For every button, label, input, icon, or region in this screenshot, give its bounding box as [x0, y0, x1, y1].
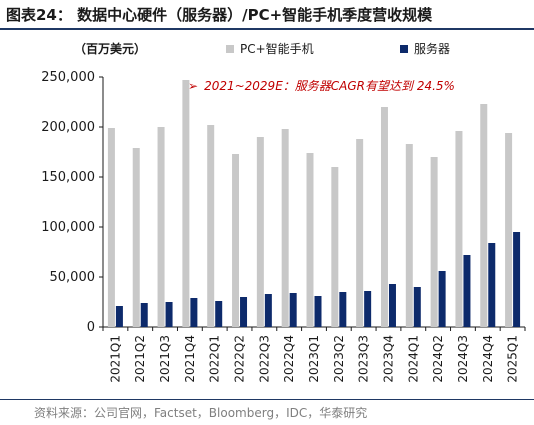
arrow-icon: ➢	[188, 79, 199, 93]
bar-pc	[107, 128, 115, 327]
title-underline	[0, 28, 534, 30]
x-category-label: 2024Q3	[456, 335, 470, 383]
bar-pc	[380, 107, 388, 327]
x-category-label: 2024Q2	[431, 335, 445, 383]
bar-pc	[480, 104, 488, 327]
x-category-label: 2023Q2	[332, 335, 346, 383]
bar-pc	[331, 167, 339, 327]
bar-pc	[455, 131, 463, 327]
bar-pc	[207, 125, 215, 327]
bar-server	[289, 293, 297, 327]
bar-server	[165, 302, 173, 327]
cagr-annotation-text: 2021~2029E：服务器CAGR有望达到 24.5%	[204, 79, 455, 93]
bar-pc	[132, 148, 140, 327]
bar-server	[413, 287, 421, 327]
y-tick-label: 100,000	[41, 220, 95, 235]
source-note: 资料来源：公司官网，Factset，Bloomberg，IDC，华泰研究	[34, 406, 368, 420]
bar-pc	[256, 137, 264, 327]
bar-pc	[182, 80, 190, 327]
x-category-label: 2022Q3	[257, 335, 271, 383]
x-category-label: 2023Q3	[357, 335, 371, 383]
y-tick-label: 50,000	[50, 270, 96, 285]
y-tick-label: 0	[87, 320, 95, 335]
bar-server	[488, 243, 496, 327]
bar-server	[264, 294, 272, 327]
title-bar: 图表24： 数据中心硬件（服务器）/PC+智能手机季度营收规模	[0, 0, 534, 32]
bar-server	[339, 292, 347, 327]
y-tick-label: 250,000	[41, 70, 95, 85]
bar-server	[190, 298, 198, 327]
figure-title: 图表24： 数据中心硬件（服务器）/PC+智能手机季度营收规模	[6, 6, 433, 24]
bar-server	[215, 301, 223, 327]
x-category-label: 2023Q1	[307, 335, 321, 383]
bar-pc	[405, 144, 413, 327]
bar-pc	[232, 154, 240, 327]
legend-item-pc: PC+智能手机	[226, 40, 314, 57]
x-category-label: 2022Q1	[208, 335, 222, 383]
bar-pc	[281, 129, 289, 327]
x-category-label: 2021Q3	[158, 335, 172, 383]
legend-label-server: 服务器	[414, 42, 451, 56]
cagr-annotation: ➢ 2021~2029E：服务器CAGR有望达到 24.5%	[188, 77, 455, 94]
bar-pc	[356, 139, 364, 327]
bar-pc	[505, 133, 513, 327]
bar-server	[314, 296, 322, 327]
x-category-label: 2022Q4	[282, 335, 296, 383]
source-rule	[0, 399, 534, 400]
x-category-label: 2021Q4	[183, 335, 197, 383]
x-category-label: 2023Q4	[381, 335, 395, 383]
x-category-label: 2021Q1	[108, 335, 122, 383]
bar-pc	[157, 127, 165, 327]
x-category-label: 2022Q2	[233, 335, 247, 383]
legend-label-pc: PC+智能手机	[240, 42, 314, 56]
y-tick-label: 200,000	[41, 120, 95, 135]
unit-label: （百万美元）	[74, 42, 147, 56]
legend-swatch-server	[400, 44, 408, 53]
y-tick-label: 150,000	[41, 170, 95, 185]
bar-server	[388, 284, 396, 327]
legend-item-server: 服务器	[400, 40, 450, 57]
bar-server	[513, 232, 521, 327]
bar-server	[140, 303, 148, 327]
bar-server	[463, 255, 471, 327]
bar-server	[364, 291, 372, 327]
x-category-label: 2024Q4	[481, 335, 495, 383]
bar-server	[240, 297, 248, 327]
bar-pc	[306, 153, 314, 327]
bar-server	[115, 306, 123, 327]
x-category-label: 2024Q1	[406, 335, 420, 383]
bar-pc	[430, 157, 438, 327]
x-category-label: 2025Q1	[506, 335, 520, 383]
x-category-label: 2021Q2	[133, 335, 147, 383]
bar-server	[438, 271, 446, 327]
legend-swatch-pc	[226, 44, 234, 53]
